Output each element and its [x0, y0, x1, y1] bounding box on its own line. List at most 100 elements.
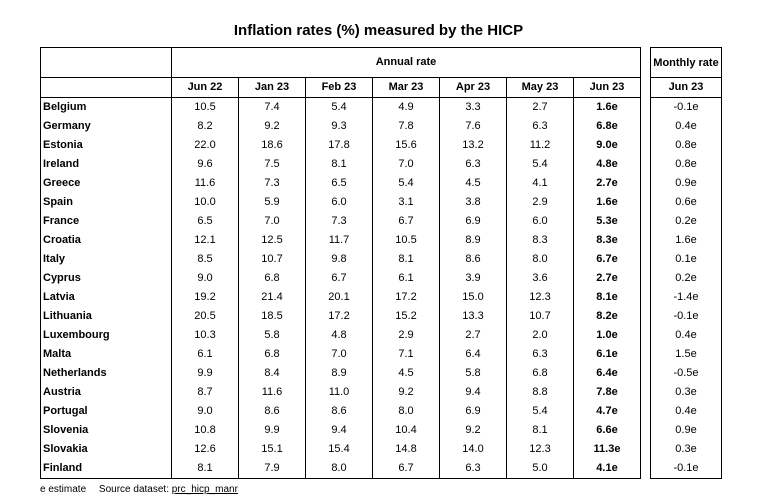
- column-header: Apr 23: [439, 77, 507, 98]
- table-row: Netherlands 9.9 8.4 8.9 4.5 5.8 6.8 6.4e: [41, 364, 641, 383]
- country-label: Ireland: [43, 158, 80, 170]
- value-cell: 8.1: [506, 421, 574, 440]
- value-cell: 10.5: [372, 231, 440, 250]
- value-cell: 11.6: [171, 174, 239, 193]
- value-cell: 8.2: [171, 117, 239, 136]
- value-cell: 11.7: [305, 231, 373, 250]
- value-cell: 13.2: [439, 136, 507, 155]
- table-row: 0.1e: [651, 250, 722, 269]
- value-cell: 11.0: [305, 383, 373, 402]
- value-cell: 9.0e: [573, 136, 641, 155]
- value-cell: 6.8: [506, 364, 574, 383]
- country-label: Belgium: [43, 101, 87, 113]
- table-row: Austria 8.7 11.6 11.0 9.2 9.4 8.8 7.8e: [41, 383, 641, 402]
- value-cell: 8.3e: [573, 231, 641, 250]
- value-cell: 4.5: [372, 364, 440, 383]
- monthly-value-cell: -0.1e: [673, 101, 699, 113]
- value-cell: 11.3e: [573, 440, 641, 459]
- table-row: Italy 8.5 10.7 9.8 8.1 8.6 8.0 6.7e: [41, 250, 641, 269]
- value-cell: 5.8: [439, 364, 507, 383]
- value-cell: 10.0: [171, 193, 239, 212]
- value-cell: 12.3: [506, 440, 574, 459]
- monthly-value-cell: 0.8e: [675, 139, 697, 151]
- value-cell: 6.1: [372, 269, 440, 288]
- value-cell: 1.6e: [573, 97, 641, 117]
- value-cell: 11.6: [238, 383, 306, 402]
- value-cell: 6.8e: [573, 117, 641, 136]
- table-row: Malta 6.1 6.8 7.0 7.1 6.4 6.3 6.1e: [41, 345, 641, 364]
- value-cell: 8.7: [171, 383, 239, 402]
- table-row: 0.4e: [651, 402, 722, 421]
- country-label: Luxembourg: [43, 329, 110, 341]
- value-cell: 8.1e: [573, 288, 641, 307]
- country-label: Portugal: [43, 405, 88, 417]
- column-header: Jun 22: [171, 77, 239, 98]
- value-cell: 14.0: [439, 440, 507, 459]
- value-cell: 6.9: [439, 212, 507, 231]
- value-cell: 3.9: [439, 269, 507, 288]
- value-cell: 17.8: [305, 136, 373, 155]
- value-cell: 7.9: [238, 459, 306, 479]
- table-row: -1.4e: [651, 288, 722, 307]
- value-cell: 10.7: [506, 307, 574, 326]
- table-title: Inflation rates (%) measured by the HICP: [233, 22, 524, 39]
- value-cell: 7.8: [372, 117, 440, 136]
- country-label: Netherlands: [43, 367, 107, 379]
- country-label: Cyprus: [43, 272, 81, 284]
- monthly-value-cell: -1.4e: [673, 291, 699, 303]
- table-row: Germany 8.2 9.2 9.3 7.8 7.6 6.3 6.8e: [41, 117, 641, 136]
- table-row: Cyprus 9.0 6.8 6.7 6.1 3.9 3.6 2.7e: [41, 269, 641, 288]
- value-cell: 9.6: [171, 155, 239, 174]
- value-cell: 9.2: [439, 421, 507, 440]
- column-header: Jun 23: [573, 77, 641, 98]
- monthly-value-cell: 1.6e: [675, 234, 697, 246]
- value-cell: 6.8: [238, 269, 306, 288]
- country-label: Spain: [43, 196, 73, 208]
- value-cell: 2.7: [439, 326, 507, 345]
- value-cell: 6.7: [372, 459, 440, 479]
- column-header: Feb 23: [305, 77, 373, 98]
- value-cell: 9.9: [238, 421, 306, 440]
- value-cell: 10.5: [171, 97, 239, 117]
- value-cell: 6.4: [439, 345, 507, 364]
- value-cell: 1.0e: [573, 326, 641, 345]
- value-cell: 3.8: [439, 193, 507, 212]
- monthly-value-cell: 0.3e: [675, 443, 697, 455]
- value-cell: 2.9: [372, 326, 440, 345]
- value-cell: 2.7e: [573, 269, 641, 288]
- value-cell: 7.1: [372, 345, 440, 364]
- value-cell: 7.0: [238, 212, 306, 231]
- monthly-value-cell: -0.1e: [673, 462, 699, 474]
- table-row: Estonia 22.0 18.6 17.8 15.6 13.2 11.2 9.0e: [41, 136, 641, 155]
- value-cell: 7.6: [439, 117, 507, 136]
- monthly-rate-header: Monthly rate: [650, 47, 722, 78]
- value-cell: 12.6: [171, 440, 239, 459]
- value-cell: 5.4: [506, 155, 574, 174]
- value-cell: 2.0: [506, 326, 574, 345]
- table-row: 0.8e: [651, 136, 722, 155]
- column-header-row: Jun 22 Jan 23 Feb 23 Mar 23 Apr 23 May 23 Jun …: [40, 77, 641, 98]
- value-cell: 8.0: [372, 402, 440, 421]
- table-row: Portugal 9.0 8.6 8.6 8.0 6.9 5.4 4.7e: [41, 402, 641, 421]
- country-label: Lithuania: [43, 310, 92, 322]
- value-cell: 9.0: [171, 269, 239, 288]
- value-cell: 15.1: [238, 440, 306, 459]
- column-header: Mar 23: [372, 77, 440, 98]
- value-cell: 2.9: [506, 193, 574, 212]
- table-row: 1.6e: [651, 231, 722, 250]
- value-cell: 9.2: [372, 383, 440, 402]
- value-cell: 8.6: [305, 402, 373, 421]
- table-row: Finland 8.1 7.9 8.0 6.7 6.3 5.0 4.1e: [41, 459, 641, 479]
- value-cell: 18.6: [238, 136, 306, 155]
- value-cell: 19.2: [171, 288, 239, 307]
- monthly-value-cell: 0.6e: [675, 196, 697, 208]
- value-cell: 8.6: [439, 250, 507, 269]
- monthly-value-cell: 1.5e: [675, 348, 697, 360]
- value-cell: 20.1: [305, 288, 373, 307]
- country-label: Greece: [43, 177, 81, 189]
- value-cell: 5.4: [372, 174, 440, 193]
- value-cell: 6.5: [305, 174, 373, 193]
- country-label: Slovenia: [43, 424, 89, 436]
- table-row: 0.8e: [651, 155, 722, 174]
- source-dataset-link[interactable]: prc_hicp_manr: [171, 484, 238, 495]
